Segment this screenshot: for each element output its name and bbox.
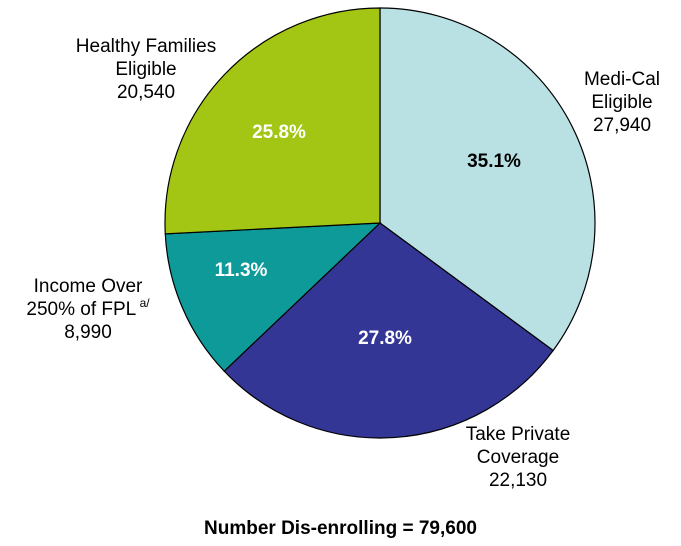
pie-slice-3 — [164, 7, 381, 235]
pie-slice-0 — [379, 7, 596, 352]
slice-category-label-2: Income Over 250% of FPL a/8,990 — [26, 276, 150, 343]
slice-category-label-0: Medi-Cal Eligible 27,940 — [584, 69, 660, 136]
pie-slice-2 — [164, 222, 382, 372]
slice-percent-label-0: 35.1% — [467, 151, 521, 172]
chart-caption: Number Dis-enrolling = 79,600 — [204, 518, 477, 539]
pie-slices — [164, 7, 596, 439]
slice-percent-label-2: 11.3% — [215, 260, 268, 281]
slice-percent-label-3: 25.8% — [252, 122, 306, 143]
slice-category-label-3: Healthy Families Eligible 20,540 — [76, 36, 216, 103]
slice-percent-label-1: 27.8% — [358, 328, 412, 349]
slice-category-label-1: Take Private Coverage 22,130 — [466, 424, 571, 491]
pie-slice-1 — [223, 222, 554, 439]
pie-labels: 35.1% Medi-Cal Eligible 27,940 27.8% Take Pri… — [26, 36, 660, 491]
